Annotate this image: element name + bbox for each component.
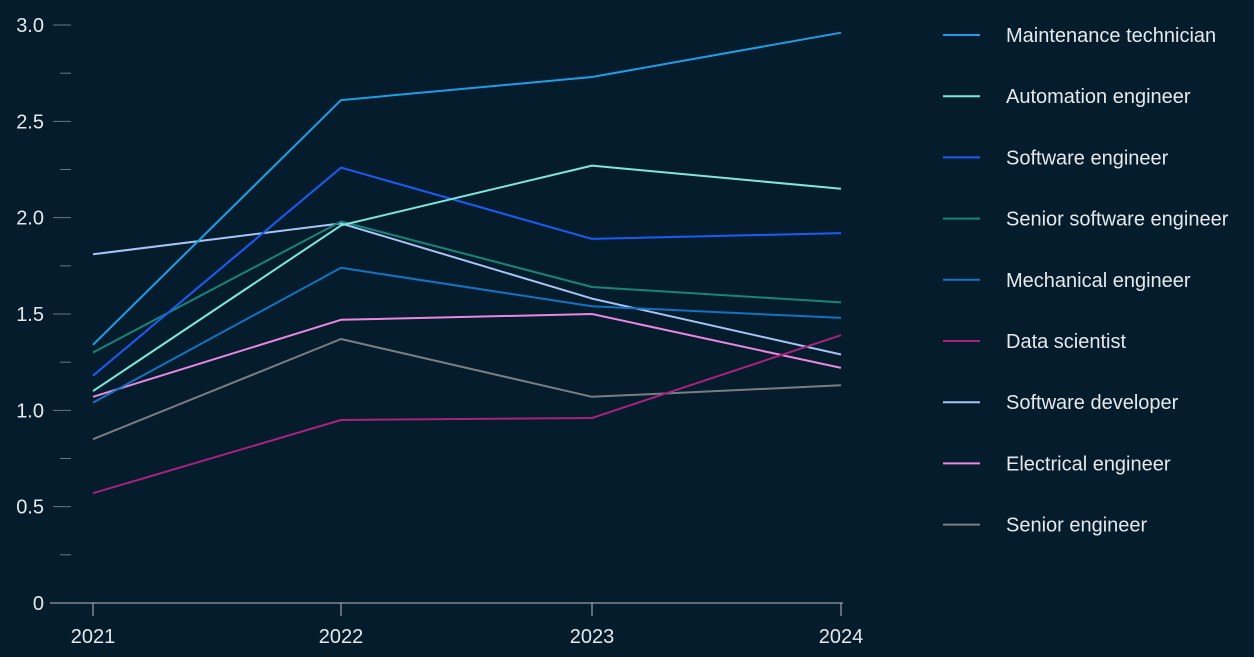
series-line-automation-engineer xyxy=(92,164,842,392)
legend-label: Senior software engineer xyxy=(1006,209,1229,231)
legend-label: Electrical engineer xyxy=(1006,453,1171,475)
series-line-maintenance-technician xyxy=(92,31,842,346)
legend-label: Software engineer xyxy=(1006,147,1169,169)
series-line-software-engineer xyxy=(92,166,842,377)
series-line-electrical-engineer xyxy=(92,313,842,398)
series-line-senior-software-engineer xyxy=(92,220,842,354)
x-tick-label: 2024 xyxy=(819,626,864,648)
legend-label: Software developer xyxy=(1006,392,1179,414)
series-line-software-developer xyxy=(92,222,842,356)
y-tick-label: 0 xyxy=(33,593,44,615)
y-tick-label: 1.0 xyxy=(16,400,44,422)
y-tick-label: 0.5 xyxy=(16,497,44,519)
legend-label: Senior engineer xyxy=(1006,515,1148,537)
y-tick-label: 2.5 xyxy=(16,111,44,133)
legend-label: Data scientist xyxy=(1006,331,1126,353)
y-tick-label: 2.0 xyxy=(16,208,44,230)
series-line-data-scientist xyxy=(92,334,842,495)
y-tick-label: 3.0 xyxy=(16,15,44,37)
y-tick-label: 1.5 xyxy=(16,304,44,326)
axes: 0 0.5 1.0 1.5 2.0 2.5 3.0 2021 2022 2023 2024 xyxy=(16,15,863,648)
x-tick-label: 2023 xyxy=(570,626,615,648)
series-lines xyxy=(92,31,842,495)
x-tick-label: 2021 xyxy=(71,626,116,648)
x-tick-label: 2022 xyxy=(319,626,364,648)
legend-label: Automation engineer xyxy=(1006,86,1191,108)
series-line-mechanical-engineer xyxy=(92,266,842,404)
legend: Maintenance technician Automation enginee… xyxy=(943,25,1229,537)
series-line-senior-engineer xyxy=(92,338,842,441)
legend-label: Mechanical engineer xyxy=(1006,270,1191,292)
legend-label: Maintenance technician xyxy=(1006,25,1216,47)
